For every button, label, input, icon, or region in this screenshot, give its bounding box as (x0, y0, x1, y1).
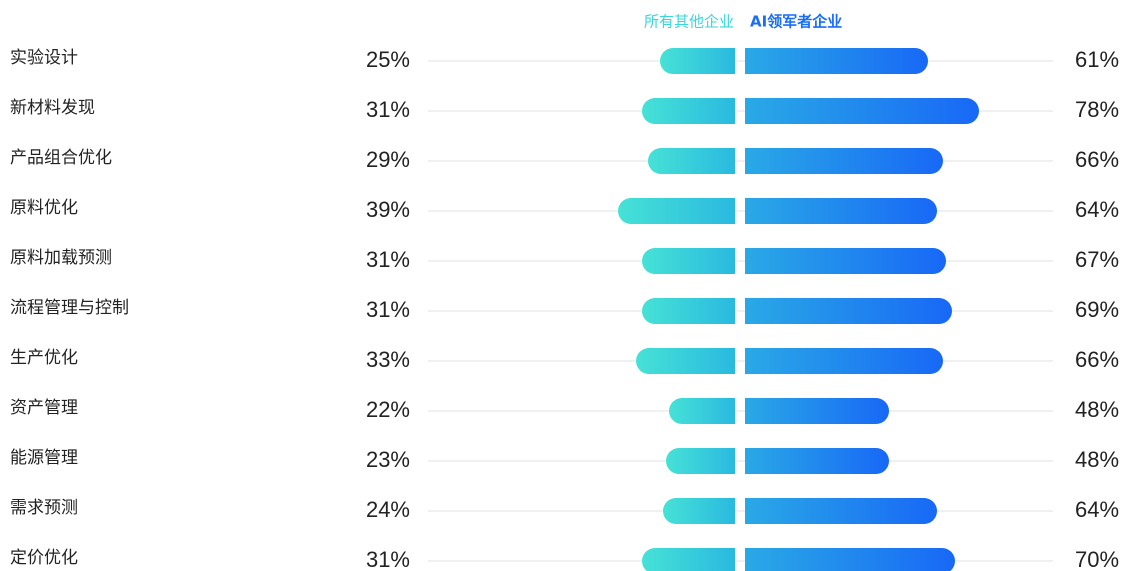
category-label: 产品组合优化 (10, 148, 112, 168)
left-value-label: 39% (366, 197, 410, 222)
category-label: 原料加载预测 (10, 248, 112, 268)
right-value-label: 66% (1075, 347, 1119, 372)
category-label: 实验设计 (10, 48, 78, 68)
left-value-label: 25% (366, 47, 410, 72)
right-value-label: 48% (1075, 397, 1119, 422)
right-value-label: 67% (1075, 247, 1119, 272)
right-value-label: 64% (1075, 497, 1119, 522)
legend-right: AI领军者企业 (750, 13, 842, 31)
category-label: 流程管理与控制 (10, 298, 129, 318)
left-bar (618, 198, 735, 224)
left-bar (642, 548, 735, 571)
left-value-label: 29% (366, 147, 410, 172)
category-label: 能源管理 (10, 448, 78, 468)
left-bar (642, 298, 735, 324)
right-bar (745, 348, 943, 374)
left-value-label: 24% (366, 497, 410, 522)
category-label: 生产优化 (10, 348, 78, 368)
left-bar (648, 148, 735, 174)
category-label: 定价优化 (10, 548, 78, 568)
right-bar (745, 548, 955, 571)
right-bar (745, 248, 946, 274)
right-value-label: 78% (1075, 97, 1119, 122)
left-bar (669, 398, 735, 424)
right-bar (745, 448, 889, 474)
left-bar (636, 348, 735, 374)
right-value-label: 61% (1075, 47, 1119, 72)
left-value-label: 22% (366, 397, 410, 422)
right-bar (745, 398, 889, 424)
left-value-label: 31% (366, 97, 410, 122)
legend-left: 所有其他企业 (644, 13, 734, 31)
right-bar (745, 148, 943, 174)
right-bar (745, 48, 928, 74)
right-value-label: 48% (1075, 447, 1119, 472)
right-value-label: 70% (1075, 547, 1119, 571)
category-label: 资产管理 (10, 398, 78, 418)
left-value-label: 23% (366, 447, 410, 472)
left-bar (642, 248, 735, 274)
left-bar (666, 448, 735, 474)
left-bar (642, 98, 735, 124)
category-label: 需求预测 (10, 498, 78, 518)
right-value-label: 64% (1075, 197, 1119, 222)
category-label: 新材料发现 (10, 98, 95, 118)
left-bar (663, 498, 735, 524)
right-bar (745, 198, 937, 224)
right-bar (745, 98, 979, 124)
right-value-label: 69% (1075, 297, 1119, 322)
left-value-label: 33% (366, 347, 410, 372)
left-bar (660, 48, 735, 74)
left-value-label: 31% (366, 297, 410, 322)
right-bar (745, 298, 952, 324)
category-label: 原料优化 (10, 198, 78, 218)
right-bar (745, 498, 937, 524)
left-value-label: 31% (366, 547, 410, 571)
left-value-label: 31% (366, 247, 410, 272)
right-value-label: 66% (1075, 147, 1119, 172)
